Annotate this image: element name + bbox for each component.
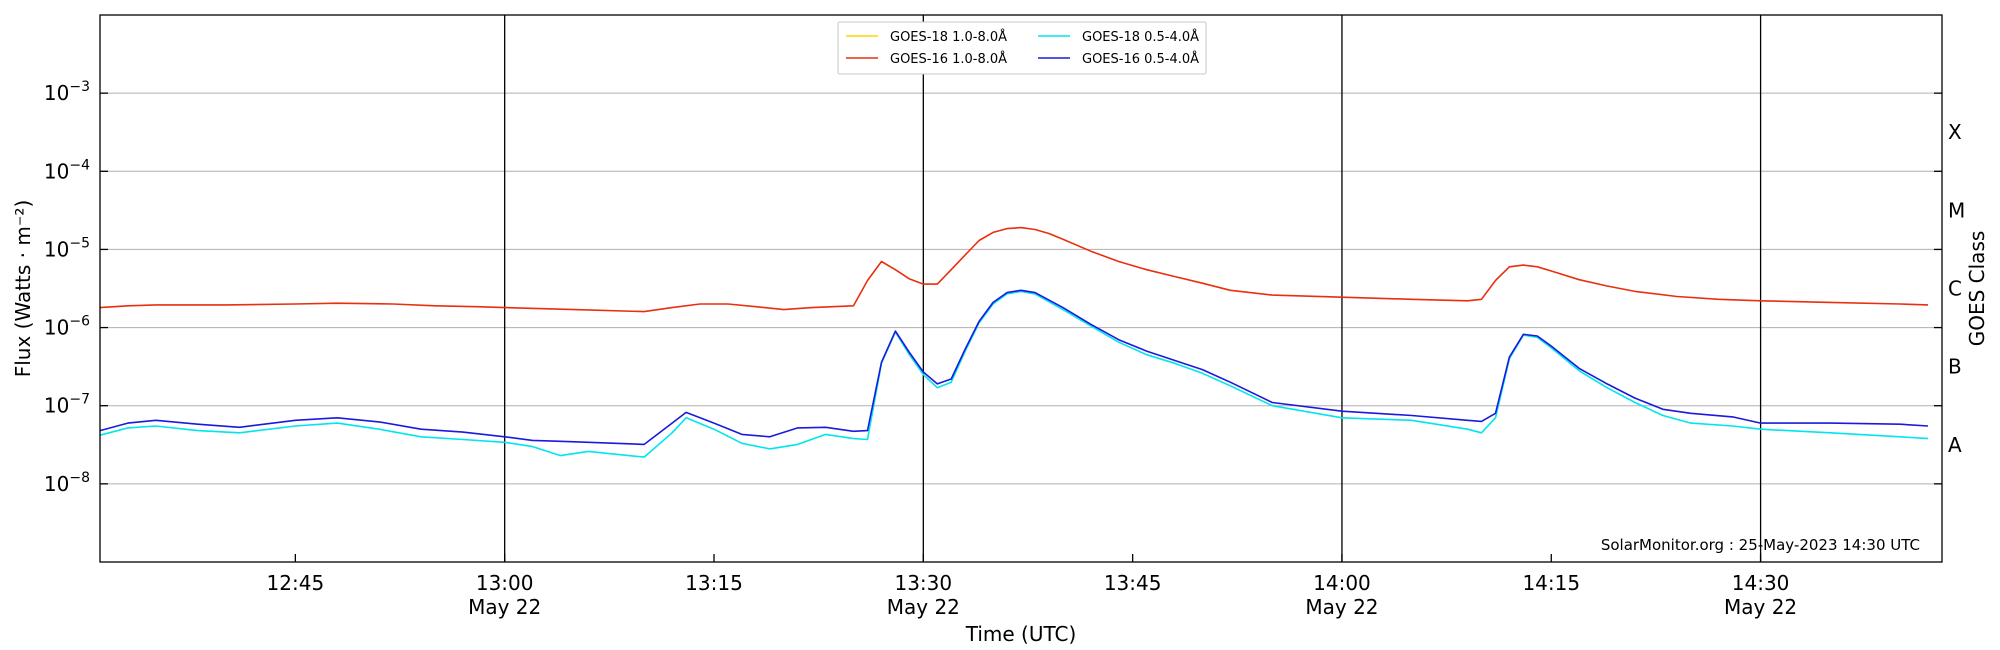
- goes-class-axis-title: GOES Class: [1965, 231, 1989, 347]
- grid-layer: [100, 92, 1942, 485]
- vertical-marker-layer: [504, 15, 1762, 562]
- legend-label: GOES-18 1.0-8.0Å: [890, 29, 1007, 45]
- y-tick-label: 10−6: [44, 314, 90, 340]
- goes-class-layer: A B C M X: [1948, 120, 1965, 457]
- y-tick-label: 10−8: [44, 470, 90, 496]
- series-layer: [99, 226, 1929, 458]
- y-tick-exponent: −6: [69, 314, 90, 330]
- x-tick-label: 14:30: [1732, 571, 1790, 595]
- legend-label: GOES-16 1.0-8.0Å: [890, 51, 1007, 67]
- y-tick-base: 10: [44, 159, 69, 183]
- x-tick-date-label: May 22: [468, 595, 541, 619]
- y-tick-base: 10: [44, 394, 69, 418]
- x-tick-label: 12:45: [267, 571, 325, 595]
- y-tick-base: 10: [44, 81, 69, 105]
- y-tick-exponent: −7: [69, 392, 90, 408]
- x-tick-label: 14:15: [1522, 571, 1580, 595]
- goes-class-label: A: [1948, 433, 1962, 457]
- y-tick-base: 10: [44, 472, 69, 496]
- y-tick-label: 10−3: [44, 79, 90, 105]
- legend-label: GOES-18 0.5-4.0Å: [1082, 29, 1199, 45]
- series-line-goes-16-0-5-4-0: [99, 289, 1929, 446]
- legend-box: [837, 21, 1207, 75]
- y-tick-label: 10−7: [44, 392, 90, 418]
- y-tick-base: 10: [44, 316, 69, 340]
- x-tick-label: 13:00: [476, 571, 534, 595]
- y-tick-exponent: −3: [69, 79, 90, 95]
- y-tick-exponent: −8: [69, 470, 90, 486]
- x-axis-title: Time (UTC): [965, 622, 1077, 646]
- y-tick-base: 10: [44, 237, 69, 261]
- plot-frame: [99, 14, 1943, 563]
- x-tick-label: 13:30: [894, 571, 952, 595]
- goes-class-label: X: [1948, 120, 1962, 144]
- y-tick-exponent: −4: [69, 157, 90, 173]
- x-tick-label: 14:00: [1313, 571, 1371, 595]
- credit-text: SolarMonitor.org : 25-May-2023 14:30 UTC: [1601, 536, 1920, 554]
- x-tick-date-label: May 22: [1305, 595, 1378, 619]
- y-tick-label: 10−4: [44, 157, 90, 183]
- y-tick-label: 10−5: [44, 235, 90, 261]
- goes-class-label: B: [1948, 355, 1962, 379]
- x-tick-date-label: May 22: [1724, 595, 1797, 619]
- goes-class-label: M: [1948, 198, 1965, 222]
- series-line-goes-16-1-0-8-0: [99, 226, 1929, 313]
- x-tick-date-label: May 22: [887, 595, 960, 619]
- x-tick-label: 13:45: [1104, 571, 1162, 595]
- legend: GOES-18 1.0-8.0Å GOES-18 0.5-4.0Å GOES-16 …: [837, 21, 1207, 75]
- legend-label: GOES-16 0.5-4.0Å: [1082, 51, 1199, 67]
- goes-class-label: C: [1948, 277, 1962, 301]
- y-tick-exponent: −5: [69, 235, 90, 251]
- x-tick-label: 13:15: [685, 571, 743, 595]
- y-axis-title: Flux (Watts · m⁻²): [11, 200, 35, 378]
